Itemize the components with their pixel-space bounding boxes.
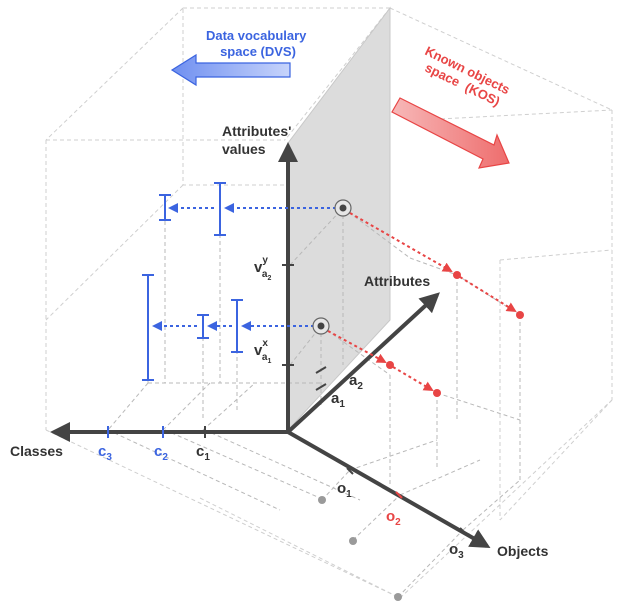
object-tick-label: o2 bbox=[386, 508, 401, 528]
class-tick-label: c3 bbox=[98, 443, 112, 463]
grey-point bbox=[349, 537, 357, 545]
range-bar bbox=[214, 182, 226, 236]
grey-point bbox=[394, 593, 402, 601]
class-tick-label: c1 bbox=[196, 443, 210, 463]
object-tick-label: o3 bbox=[449, 541, 464, 561]
svg-text:Attributes' values: Attributes' values bbox=[222, 123, 295, 157]
attribute-tick-label: a1 bbox=[331, 390, 345, 410]
attributes-axis bbox=[286, 292, 440, 434]
tick-marks bbox=[107, 264, 467, 535]
value-tick-label: vy a2 bbox=[254, 255, 271, 282]
dvs-range-bars bbox=[142, 182, 243, 381]
attributes-axis-title: Attributes bbox=[364, 273, 430, 289]
known-object-point bbox=[516, 311, 524, 319]
class-tick-label: c2 bbox=[154, 443, 168, 463]
range-bar bbox=[159, 194, 171, 221]
objects-axis-title: Objects bbox=[497, 543, 549, 559]
classes-axis-title: Classes bbox=[10, 443, 63, 459]
range-bar bbox=[197, 314, 209, 339]
points bbox=[312, 199, 524, 601]
dvs-label-line1: Data vocabulary bbox=[206, 28, 307, 43]
svg-text:Known objects space (K: Known objects space (KOS) bbox=[416, 43, 516, 112]
dvs-arrow bbox=[170, 53, 291, 87]
attribute-tick-label: a2 bbox=[349, 372, 363, 392]
kos-projection-arrows bbox=[327, 212, 517, 392]
known-object-point bbox=[453, 271, 461, 279]
grey-point bbox=[318, 496, 326, 504]
dvs-label-line2: space (DVS) bbox=[220, 44, 296, 59]
range-bar bbox=[142, 274, 154, 381]
attribute-value-plane bbox=[287, 6, 391, 432]
objects-axis bbox=[287, 430, 491, 548]
background-wireframe bbox=[45, 7, 613, 599]
kos-arrow bbox=[391, 97, 510, 169]
known-object-point bbox=[386, 361, 394, 369]
object-tick-label: o1 bbox=[337, 480, 352, 500]
values-axis-title-line1: Attributes' bbox=[222, 123, 291, 139]
svg-text:Data vocabulary space (DVS: Data vocabulary space (DVS) bbox=[206, 28, 310, 59]
axes bbox=[50, 142, 491, 548]
values-axis-title-line2: values bbox=[222, 141, 266, 157]
dvs-projection-arrows bbox=[152, 203, 336, 331]
value-tick-label: vx a1 bbox=[254, 338, 271, 365]
range-bar bbox=[231, 299, 243, 353]
known-object-point bbox=[433, 389, 441, 397]
